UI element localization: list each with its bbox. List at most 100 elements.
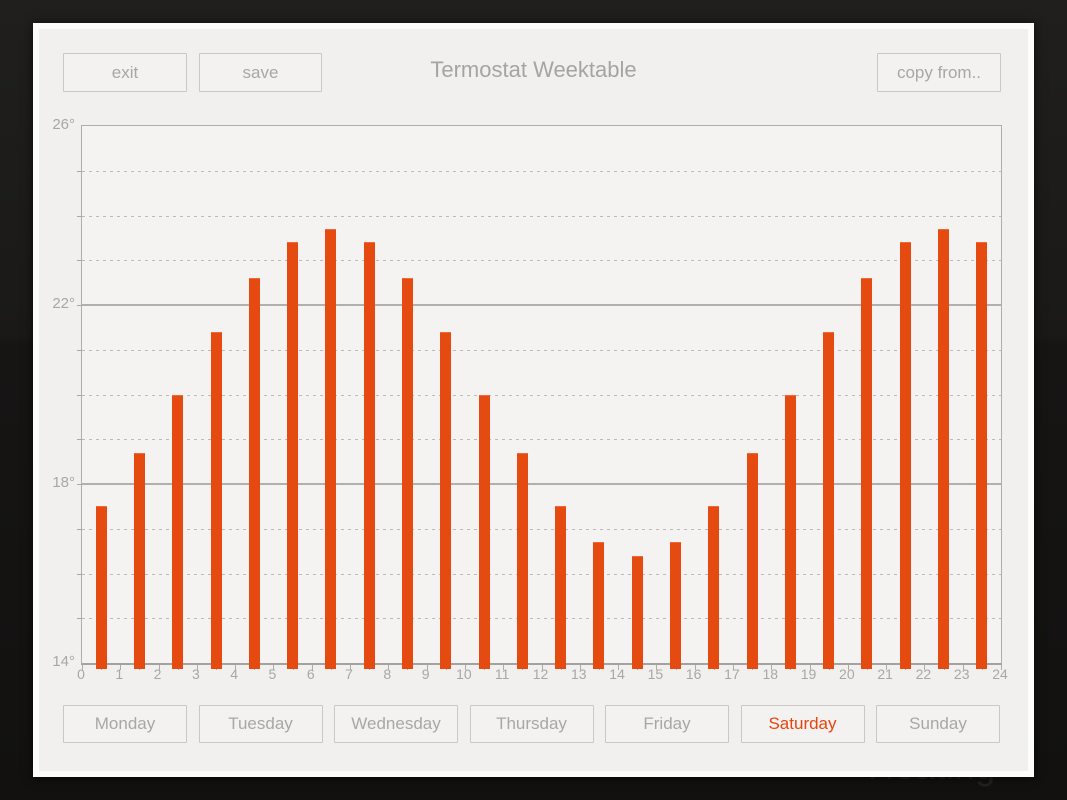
gridline-18: [82, 483, 1001, 485]
bar-hour-18[interactable]: [784, 394, 796, 669]
bar-hour-7[interactable]: [363, 242, 375, 669]
tab-monday[interactable]: Monday: [63, 705, 187, 743]
x-tick: [694, 665, 696, 670]
y-tick-19: [77, 439, 82, 441]
bar-hour-6[interactable]: [325, 228, 337, 669]
y-tick-23: [77, 260, 82, 262]
bar-hour-5[interactable]: [287, 242, 299, 669]
bar-hour-16[interactable]: [708, 506, 720, 669]
gridline-19: [82, 439, 1001, 441]
page-title: Termostat Weektable: [430, 57, 637, 82]
x-label-0: 0: [77, 666, 85, 682]
tab-thursday[interactable]: Thursday: [469, 705, 594, 743]
x-tick: [771, 665, 773, 670]
x-label-2: 2: [153, 666, 162, 682]
x-tick: [503, 665, 505, 670]
exit-button[interactable]: exit: [63, 53, 187, 92]
x-tick: [732, 665, 734, 670]
gridline-20: [82, 394, 1001, 396]
x-tick: [541, 665, 543, 670]
x-label-20: 20: [839, 666, 855, 682]
y-tick-20: [77, 394, 82, 396]
x-label-1: 1: [115, 666, 124, 682]
y-tick-24: [77, 215, 82, 217]
x-label-19: 19: [800, 666, 817, 682]
copy-from-button[interactable]: copy from..: [877, 53, 1001, 92]
x-label-23: 23: [953, 666, 970, 682]
gridline-22: [82, 304, 1001, 306]
y-label-26: 26°: [52, 116, 75, 133]
y-axis-labels: 26° 22° 18° 14°: [39, 116, 75, 670]
y-tick-16: [77, 573, 82, 575]
x-label-14: 14: [609, 666, 625, 682]
y-tick-17: [77, 528, 82, 530]
tab-wednesday[interactable]: Wednesday: [334, 705, 458, 743]
x-label-16: 16: [685, 666, 702, 682]
temperature-chart-plot[interactable]: [77, 125, 1002, 670]
x-label-17: 17: [724, 666, 740, 682]
x-label-3: 3: [191, 666, 200, 682]
bar-hour-12[interactable]: [555, 506, 567, 669]
y-tick-15: [77, 618, 82, 620]
day-tabs: Monday Tuesday Wednesday Thursday Friday Satu…: [63, 705, 1000, 743]
gridline-16: [82, 573, 1001, 575]
x-tick: [196, 665, 198, 670]
bar-hour-17[interactable]: [746, 452, 758, 669]
x-tick: [809, 665, 811, 670]
bar-hour-15[interactable]: [670, 542, 682, 669]
tab-friday[interactable]: Friday: [605, 705, 729, 743]
x-tick: [388, 665, 390, 670]
x-axis-labels: 0 1 2 3 4 5 6 7 8 9 10 11 12 13 14 15 16 17 18 19 20 21 22 23 24: [77, 666, 1008, 684]
x-label-22: 22: [915, 666, 932, 682]
bar-hour-23[interactable]: [976, 242, 988, 669]
x-tick: [120, 665, 122, 670]
x-label-9: 9: [421, 666, 430, 682]
y-label-14: 14°: [52, 653, 75, 670]
y-tick-22: [77, 305, 82, 306]
x-tick: [618, 665, 620, 670]
x-tick: [273, 665, 275, 670]
bar-hour-10[interactable]: [478, 394, 490, 669]
x-label-18: 18: [762, 666, 779, 682]
bar-hour-19[interactable]: [823, 331, 835, 669]
save-button[interactable]: save: [199, 53, 322, 92]
y-tick-25: [77, 170, 82, 172]
tab-tuesday[interactable]: Tuesday: [198, 705, 323, 743]
x-tick: [311, 665, 313, 670]
y-label-18: 18°: [52, 474, 75, 491]
bar-hour-22[interactable]: [938, 228, 950, 669]
x-tick: [656, 665, 658, 670]
tab-sunday[interactable]: Sunday: [876, 705, 1000, 743]
y-label-22: 22°: [52, 295, 75, 312]
gridline-17: [82, 528, 1001, 530]
bar-hour-13[interactable]: [593, 542, 605, 669]
x-label-15: 15: [647, 666, 664, 682]
x-tick: [350, 665, 352, 670]
x-label-11: 11: [494, 666, 510, 682]
gridline-24: [82, 215, 1001, 217]
bar-hour-11[interactable]: [516, 452, 528, 669]
y-tick-21: [77, 349, 82, 351]
bar-hour-9[interactable]: [440, 331, 452, 669]
bar-hour-3[interactable]: [210, 331, 222, 669]
bar-hour-1[interactable]: [133, 452, 145, 669]
x-label-6: 6: [306, 666, 315, 682]
tab-saturday[interactable]: Saturday: [740, 705, 865, 743]
x-tick: [962, 665, 964, 670]
gridline-21: [82, 349, 1001, 351]
x-tick: [426, 665, 428, 670]
x-tick: [235, 665, 237, 670]
bar-hour-8[interactable]: [401, 278, 413, 669]
gridline-23: [82, 260, 1001, 262]
bar-hour-2[interactable]: [172, 394, 184, 669]
bar-hour-20[interactable]: [861, 278, 873, 669]
x-label-4: 4: [230, 666, 239, 682]
weektable-dialog: exit save Termostat Weektable copy from.…: [33, 23, 1034, 777]
x-tick: [579, 665, 581, 670]
bar-hour-4[interactable]: [248, 278, 260, 669]
bar-hour-0[interactable]: [95, 506, 107, 669]
gridline-25: [82, 170, 1001, 172]
bar-hour-14[interactable]: [631, 555, 643, 669]
bar-hour-21[interactable]: [899, 242, 911, 669]
x-tick: [886, 665, 888, 670]
